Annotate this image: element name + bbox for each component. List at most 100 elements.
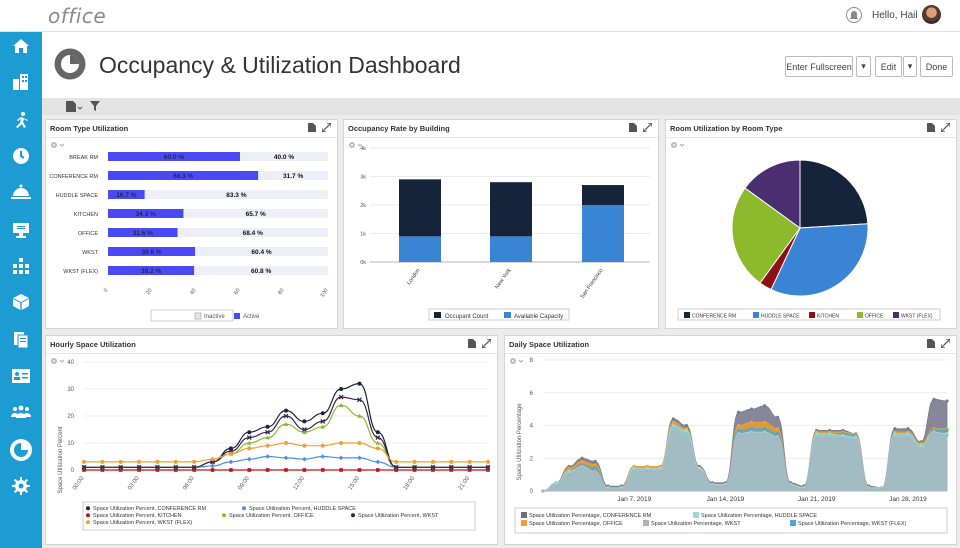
- settings-gear-icon[interactable]: [348, 141, 362, 150]
- data-point: [775, 437, 780, 441]
- nav-assets[interactable]: [0, 286, 42, 318]
- x-tick-label: Jan 28, 2019: [889, 496, 927, 503]
- data-point: [919, 448, 923, 452]
- nav-documents[interactable]: [0, 324, 42, 356]
- data-point: [393, 464, 399, 470]
- expand-icon[interactable]: [643, 123, 652, 132]
- home-icon: [13, 39, 29, 53]
- legend-swatch: [86, 520, 90, 525]
- export-icon[interactable]: [468, 339, 477, 348]
- export-icon[interactable]: [308, 123, 317, 132]
- data-point: [671, 423, 675, 428]
- grid-building-icon: [13, 258, 29, 274]
- legend-active-swatch: [234, 313, 240, 319]
- expand-icon[interactable]: [322, 123, 331, 132]
- done-button[interactable]: Done: [920, 56, 953, 77]
- filter-icon[interactable]: [90, 101, 100, 111]
- nav-visitor[interactable]: [0, 214, 42, 246]
- export-icon[interactable]: [629, 123, 638, 132]
- x-tick-label: New York: [494, 268, 512, 291]
- avatar[interactable]: [922, 5, 941, 24]
- occupancy-chart: Occupant Count Available Capacity 0k 1k 2k…: [360, 146, 650, 321]
- inactive-value-label: 83.3 %: [226, 192, 246, 199]
- caret-down-icon: ▾: [907, 61, 913, 71]
- data-point: [283, 413, 289, 419]
- data-point: [302, 419, 307, 424]
- active-value-label: 39.6 %: [141, 249, 161, 256]
- nav-schedule[interactable]: [0, 140, 42, 172]
- data-point: [100, 468, 105, 472]
- nav-directory[interactable]: [0, 360, 42, 392]
- x-tick-label: 0: [103, 288, 110, 294]
- fullscreen-dropdown-button[interactable]: ▾: [856, 56, 871, 77]
- x-tick-label: 00:00: [72, 475, 86, 491]
- export-icon[interactable]: [927, 123, 936, 132]
- nav-dashboards[interactable]: [0, 434, 42, 466]
- expand-icon[interactable]: [482, 339, 491, 348]
- nav-buildings[interactable]: [0, 66, 42, 98]
- data-point: [593, 463, 597, 467]
- nav-home[interactable]: [0, 30, 42, 62]
- notification-bell-icon[interactable]: [846, 7, 862, 23]
- nav-people[interactable]: [0, 396, 42, 428]
- inactive-value-label: 60.4 %: [251, 249, 271, 256]
- expand-icon[interactable]: [941, 339, 950, 348]
- dashboard-content: Room Type Utilization Inactive Active BR…: [42, 115, 960, 548]
- data-point: [228, 451, 233, 456]
- legend-swatch: [521, 512, 527, 518]
- settings-gear-icon[interactable]: [509, 357, 523, 366]
- enter-fullscreen-button[interactable]: Enter Fullscreen: [785, 56, 853, 77]
- id-card-icon: [12, 369, 30, 383]
- legend-swatch: [809, 312, 815, 318]
- nav-hospitality[interactable]: [0, 176, 42, 208]
- data-point: [580, 456, 584, 460]
- export-icon[interactable]: [66, 101, 84, 112]
- user-greeting[interactable]: Hello, Hail: [872, 10, 918, 21]
- nav-settings[interactable]: [0, 470, 42, 502]
- pie-slice: [744, 159, 801, 229]
- legend-swatch: [753, 312, 759, 318]
- hourly-line-chart: Space Utilization Percent 0 10 20 30 40 00:00…: [58, 360, 491, 531]
- y-tick-label: 0: [71, 468, 75, 474]
- x-tick-label: London: [406, 268, 421, 286]
- expand-icon[interactable]: [941, 123, 950, 132]
- data-point: [155, 468, 160, 472]
- data-point: [247, 446, 252, 451]
- settings-gear-icon[interactable]: [50, 357, 64, 366]
- cube-icon: [13, 294, 29, 310]
- data-point: [376, 468, 380, 472]
- edit-button[interactable]: Edit: [875, 56, 902, 77]
- top-bar: office Hello, Hail: [0, 0, 960, 32]
- data-point: [210, 463, 215, 469]
- dashboard-pie-icon: [54, 48, 86, 80]
- x-tick-label: Jan 14, 2019: [707, 496, 745, 503]
- data-point: [265, 424, 270, 429]
- active-value-label: 39.2 %: [141, 268, 161, 275]
- data-point: [283, 455, 289, 461]
- edit-dropdown-button[interactable]: ▾: [903, 56, 917, 77]
- data-point: [932, 432, 936, 436]
- data-point: [815, 432, 819, 436]
- data-point: [467, 459, 472, 464]
- x-tick-label: 100: [319, 288, 329, 299]
- data-point: [802, 487, 806, 491]
- data-point: [265, 443, 270, 448]
- data-point: [775, 415, 780, 419]
- data-point: [284, 441, 288, 445]
- data-point: [867, 487, 871, 491]
- data-point: [357, 381, 362, 386]
- data-point: [246, 440, 252, 445]
- x-tick-label: 60: [233, 288, 241, 296]
- settings-gear-icon[interactable]: [670, 141, 684, 150]
- x-tick-label: Jan 7, 2019: [617, 496, 651, 503]
- data-point: [357, 413, 362, 418]
- app-logo[interactable]: office: [48, 4, 107, 28]
- export-icon[interactable]: [927, 339, 936, 348]
- nav-move[interactable]: [0, 104, 42, 136]
- data-point: [789, 484, 793, 488]
- data-point: [485, 464, 491, 470]
- nav-floorplan[interactable]: [0, 250, 42, 282]
- data-point: [736, 428, 741, 433]
- data-point: [357, 455, 362, 461]
- settings-gear-icon[interactable]: [50, 141, 64, 150]
